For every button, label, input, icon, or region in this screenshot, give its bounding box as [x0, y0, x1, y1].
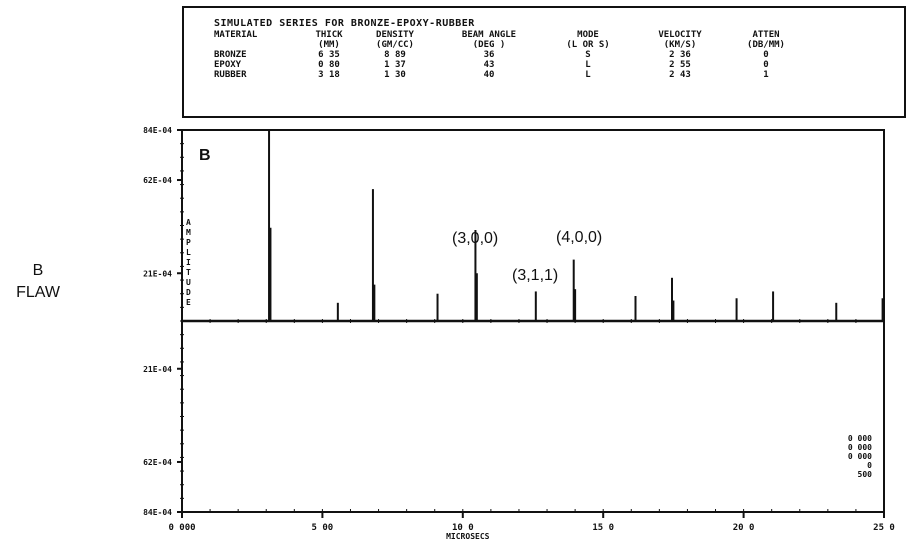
table-cell: (L OR S) — [566, 40, 610, 50]
table-cell: VELOCITY — [658, 30, 702, 40]
table-cell: 2 36 — [669, 50, 691, 60]
y-axis-label-letter: T — [186, 268, 191, 277]
table-cell: BRONZE — [214, 50, 247, 60]
table-cell: (DB/MM) — [747, 40, 785, 50]
y-tick-label: 62E-04 — [143, 458, 172, 467]
y-axis-label-letter: P — [186, 238, 191, 247]
x-tick-label: 20 0 — [733, 523, 755, 533]
table-cell: EPOXY — [214, 60, 242, 70]
table-cell: DENSITY — [376, 30, 414, 40]
table-cell: 2 55 — [669, 60, 691, 70]
table-cell: 6 35 — [318, 50, 340, 60]
y-axis-label-letter: D — [186, 288, 191, 297]
table-cell: (GM/CC) — [376, 40, 414, 50]
table-cell: THICK — [315, 30, 343, 40]
corner-value: 0 000 — [848, 452, 872, 461]
corner-value: 0 — [867, 461, 872, 470]
table-units-row: (MM) (GM/CC) (DEG ) (L OR S) (KM/S) (DB/MM) — [214, 40, 804, 50]
table-cell: 43 — [483, 60, 495, 70]
table-cell: 40 — [483, 70, 495, 80]
x-axis-label: MICROSECS — [446, 532, 490, 541]
y-tick-label: 84E-04 — [143, 508, 172, 517]
y-tick-label: 21E-04 — [143, 365, 172, 374]
x-tick-label: 0 000 — [168, 523, 195, 533]
table-cell: MODE — [577, 30, 599, 40]
y-tick-label: 84E-04 — [143, 126, 172, 135]
side-label-b: B — [32, 262, 44, 279]
y-axis-label-letter: L — [186, 248, 191, 257]
table-cell: S — [585, 50, 591, 60]
x-tick-label: 5 00 — [312, 523, 334, 533]
table-cell: 1 37 — [384, 60, 406, 70]
y-axis-label-letter: A — [186, 218, 191, 227]
y-axis-label-letter: M — [186, 228, 191, 237]
peak-annotation: (3,1,1) — [512, 267, 558, 284]
y-tick-label: 62E-04 — [143, 176, 172, 185]
table-cell: (MM) — [318, 40, 340, 50]
table-cell: 0 — [763, 50, 769, 60]
table-cell: 8 89 — [384, 50, 406, 60]
parameter-table-box: SIMULATED SERIES FOR BRONZE-EPOXY-RUBBER… — [182, 6, 906, 118]
corner-value: 500 — [858, 470, 873, 479]
peak-annotation: (4,0,0) — [556, 229, 602, 246]
table-cell: 1 30 — [384, 70, 406, 80]
table-header-row: MATERIAL THICK DENSITY BEAM ANGLE MODE VELOCI… — [214, 30, 804, 40]
peak-annotation: (3,0,0) — [452, 230, 498, 247]
corner-value: 0 000 — [848, 434, 872, 443]
table-cell: (KM/S) — [663, 40, 697, 50]
y-tick-label: 21E-04 — [143, 269, 172, 278]
table-cell: 36 — [483, 50, 495, 60]
x-tick-label: 15 0 — [592, 523, 614, 533]
y-axis-label-letter: I — [186, 258, 191, 267]
table-cell: 3 18 — [318, 70, 340, 80]
table-cell: BEAM ANGLE — [461, 30, 517, 40]
corner-value: 0 000 — [848, 443, 872, 452]
x-tick-label: 10 0 — [452, 523, 474, 533]
table-cell: 0 80 — [318, 60, 340, 70]
table-row: BRONZE 6 35 8 89 36 S 2 36 0 — [214, 50, 804, 60]
table-row: EPOXY 0 80 1 37 43 L 2 55 0 — [214, 60, 804, 70]
table-title: SIMULATED SERIES FOR BRONZE-EPOXY-RUBBER — [214, 18, 475, 29]
y-axis-label-letter: E — [186, 298, 191, 307]
table-cell: ATTEN — [752, 30, 780, 40]
x-tick-label: 25 0 — [873, 523, 895, 533]
table-row: RUBBER 3 18 1 30 40 L 2 43 1 — [214, 70, 804, 80]
parameter-table: MATERIAL THICK DENSITY BEAM ANGLE MODE VELOCI… — [214, 30, 804, 80]
table-cell: MATERIAL — [214, 30, 258, 40]
table-cell: 0 — [763, 60, 769, 70]
side-label-flaw: FLAW — [16, 284, 60, 301]
y-axis-label-letter: U — [186, 278, 191, 287]
table-cell: L — [585, 70, 591, 80]
table-cell: (DEG ) — [472, 40, 506, 50]
panel-label: B — [199, 147, 211, 164]
table-cell: RUBBER — [214, 70, 247, 80]
table-cell: L — [585, 60, 591, 70]
table-cell: 2 43 — [669, 70, 691, 80]
table-cell: 1 — [763, 70, 769, 80]
